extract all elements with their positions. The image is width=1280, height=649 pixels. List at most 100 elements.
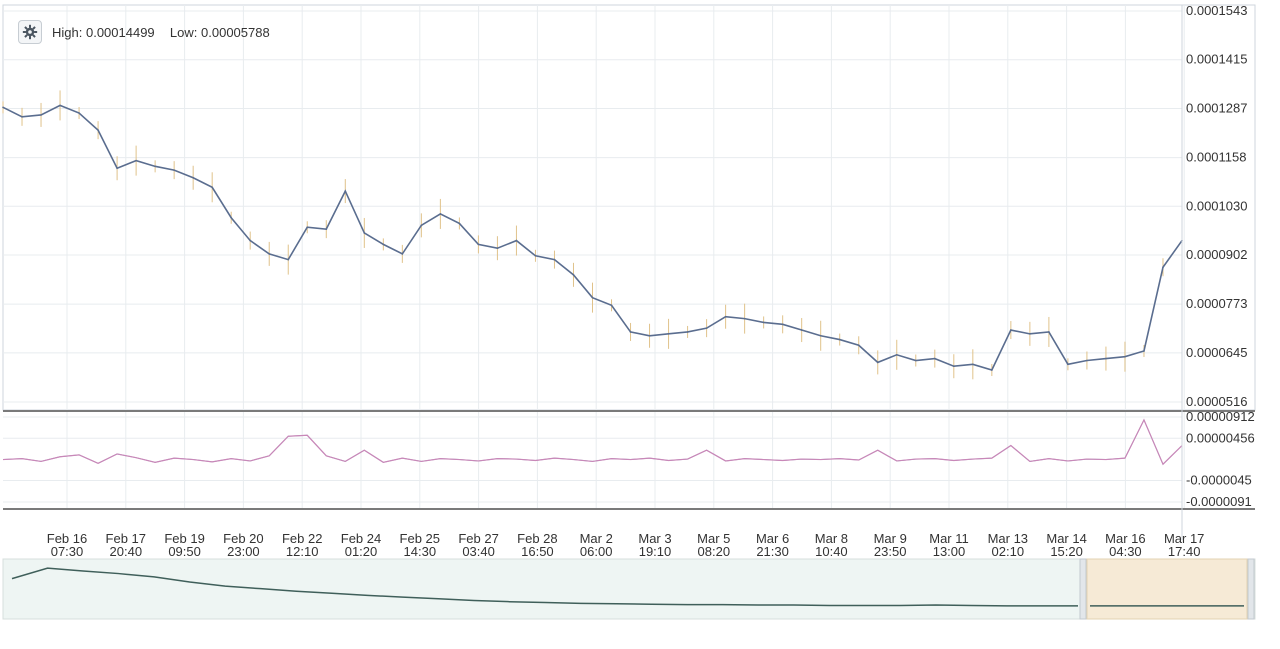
navigator-handle-left[interactable]: [1079, 558, 1087, 620]
price-point: [876, 361, 879, 364]
x-tick-time: 07:30: [51, 544, 84, 559]
price-point: [154, 165, 156, 168]
price-point: [439, 213, 442, 215]
x-tick-time: 08:20: [698, 544, 731, 559]
price-point: [648, 334, 651, 337]
x-tick-date: Feb 27: [458, 531, 498, 546]
price-point: [192, 176, 194, 179]
price-point: [1143, 350, 1145, 352]
x-tick-time: 03:40: [462, 544, 495, 559]
price-point: [458, 222, 461, 225]
x-tick-time: 14:30: [404, 544, 437, 559]
price-point: [743, 317, 746, 320]
x-tick-date: Mar 3: [638, 531, 671, 546]
navigator-line: [11, 567, 1078, 607]
price-y-axis: 0.0001543 0.0001415 0.0001287 0.0001158 0.00…: [1186, 3, 1247, 409]
oscillator-y-tick-label: 0.00000456: [1186, 430, 1255, 445]
price-point: [1067, 363, 1069, 366]
navigator-selection[interactable]: [1086, 558, 1248, 620]
price-point: [21, 116, 23, 118]
low-label: Low:: [169, 25, 198, 40]
oscillator-line: [2, 418, 1183, 466]
price-point: [363, 232, 366, 234]
price-y-tick-label: 0.0001415: [1186, 52, 1247, 67]
high-label: High:: [52, 25, 83, 40]
x-tick-date: Feb 25: [400, 531, 440, 546]
price-point: [249, 239, 252, 242]
price-point: [572, 274, 575, 276]
x-tick-time: 06:00: [580, 544, 613, 559]
gear-icon: [22, 24, 38, 40]
x-tick-time: 01:20: [345, 544, 378, 559]
price-point: [1162, 266, 1164, 269]
x-tick-date: Mar 6: [756, 531, 789, 546]
price-point: [933, 357, 936, 360]
price-point: [629, 331, 632, 333]
price-point: [477, 243, 480, 246]
price-point: [382, 243, 385, 246]
price-point: [135, 159, 137, 162]
price-y-tick-label: 0.0001030: [1186, 198, 1247, 213]
price-point: [953, 365, 955, 368]
price-y-tick-label: 0.0000902: [1186, 247, 1247, 262]
x-tick-time: 23:00: [227, 544, 260, 559]
x-tick-date: Mar 5: [697, 531, 730, 546]
price-point: [1029, 333, 1031, 335]
oscillator-signal-line: [2, 418, 1183, 466]
price-point: [1086, 359, 1088, 362]
x-tick-time: 19:10: [639, 544, 672, 559]
price-point: [800, 329, 803, 331]
price-point: [97, 129, 99, 131]
x-tick-time: 12:10: [286, 544, 319, 559]
x-tick-date: Feb 16: [47, 531, 87, 546]
price-panel-frame: [2, 4, 1256, 411]
price-point: [781, 323, 784, 326]
price-point: [1010, 329, 1012, 331]
price-point: [211, 186, 213, 189]
settings-button[interactable]: [18, 20, 42, 44]
x-tick-date: Mar 16: [1105, 531, 1145, 546]
x-tick-time: 20:40: [110, 544, 143, 559]
price-point: [991, 369, 993, 371]
price-point: [344, 190, 347, 192]
price-point: [591, 296, 594, 299]
x-tick-time: 04:30: [1109, 544, 1142, 559]
x-tick-time: 23:50: [874, 544, 907, 559]
navigator-background[interactable]: [2, 558, 1256, 620]
navigator-handle-right[interactable]: [1247, 558, 1255, 620]
price-point: [116, 167, 118, 170]
price-y-tick-label: 0.0001543: [1186, 3, 1247, 18]
x-tick-date: Feb 24: [341, 531, 381, 546]
x-tick-time: 17:40: [1168, 544, 1201, 559]
price-point: [553, 258, 556, 261]
x-tick-date: Mar 17: [1164, 531, 1204, 546]
x-tick-date: Mar 9: [874, 531, 907, 546]
x-tick-time: 02:10: [992, 544, 1025, 559]
x-tick-time: 15:20: [1050, 544, 1083, 559]
x-tick-time: 21:30: [756, 544, 789, 559]
price-y-tick-label: 0.0000645: [1186, 345, 1247, 360]
price-point: [173, 169, 175, 171]
price-point: [819, 334, 822, 337]
price-point: [972, 363, 974, 366]
price-point: [401, 253, 404, 255]
price-point: [230, 216, 232, 219]
high-low-readout: High: 0.00014499 Low: 0.00005788: [52, 25, 270, 40]
price-point: [762, 321, 765, 324]
low-value: 0.00005788: [201, 25, 270, 40]
price-point: [325, 228, 328, 230]
price-y-tick-label: 0.0000773: [1186, 296, 1247, 311]
price-point: [59, 104, 61, 107]
price-point: [268, 253, 271, 255]
x-tick-date: Mar 2: [580, 531, 613, 546]
oscillator-grid: [3, 416, 1182, 503]
price-point: [1105, 357, 1107, 360]
x-tick-time: 16:50: [521, 544, 554, 559]
x-tick-date: Feb 19: [164, 531, 204, 546]
x-tick-time: 10:40: [815, 544, 848, 559]
x-tick-date: Mar 8: [815, 531, 848, 546]
x-tick-date: Mar 14: [1046, 531, 1086, 546]
price-point: [496, 247, 499, 249]
price-point: [610, 304, 613, 307]
